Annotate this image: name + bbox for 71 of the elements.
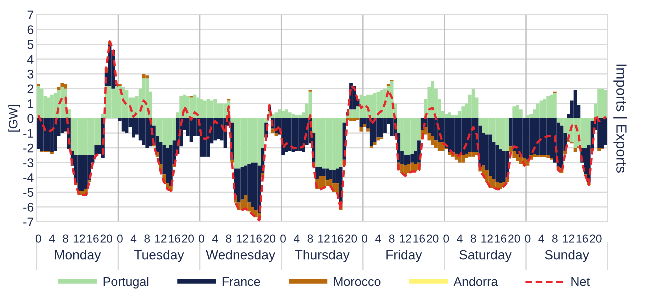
- legend-label: Portugal: [104, 277, 149, 289]
- x-tick-label: 16: [169, 234, 180, 243]
- x-tick-label: 4: [538, 234, 544, 243]
- y-tick-label: 7: [28, 10, 34, 20]
- x-tick-label: 8: [470, 234, 476, 243]
- x-tick-label: 0: [362, 234, 368, 243]
- x-tick-label: 16: [414, 234, 426, 243]
- text: Monday: [55, 250, 102, 262]
- x-tick-label: 0: [117, 234, 123, 243]
- x-tick-label: 20: [590, 234, 602, 243]
- x-tick-label: 8: [226, 234, 232, 243]
- text: Sunday: [545, 250, 590, 262]
- x-tick-label: 4: [376, 234, 382, 243]
- x-tick-label: 4: [49, 234, 56, 243]
- x-tick-label: 16: [250, 234, 262, 243]
- text: Wednesday: [206, 250, 276, 262]
- x-tick-label: 16: [495, 234, 507, 243]
- y-tick-label: -5: [24, 188, 34, 198]
- x-tick-label: 12: [563, 234, 575, 243]
- y-tick-label: -7: [24, 218, 34, 227]
- x-tick-label: 8: [389, 234, 395, 243]
- x-tick-label: 20: [346, 234, 358, 243]
- x-tick-label: 4: [130, 234, 137, 243]
- x-tick-label: 0: [36, 234, 42, 243]
- y-tick-label: 3: [28, 70, 34, 79]
- y-tick-label: 2: [28, 84, 34, 94]
- x-tick-label: 8: [552, 234, 558, 243]
- x-tick-label: 12: [237, 234, 248, 243]
- y-tick-label: 6: [28, 26, 34, 34]
- x-tick-label: 12: [156, 234, 167, 243]
- y-tick-label: 1: [28, 100, 34, 108]
- text: Friday: [386, 250, 422, 262]
- legend-label: Andorra: [454, 277, 498, 286]
- x-tick-label: 12: [74, 234, 86, 243]
- x-tick-label: 0: [444, 234, 450, 243]
- x-tick-label: 20: [427, 234, 439, 243]
- x-tick-label: 0: [199, 234, 204, 243]
- y-tick-label: -3: [24, 158, 34, 168]
- y2-axis-title: Imports | Exports: [614, 64, 628, 173]
- text: Saturday: [460, 250, 512, 262]
- x-tick-label: 4: [294, 234, 300, 243]
- x-tick-label: 0: [525, 234, 531, 243]
- y-tick-label: -2: [24, 144, 34, 153]
- y-tick-label: -6: [24, 203, 34, 212]
- x-tick-label: 16: [88, 234, 99, 243]
- x-tick-label: 0: [280, 234, 286, 243]
- x-tick-label: 4: [457, 234, 463, 243]
- x-tick-label: 4: [212, 234, 218, 243]
- x-tick-label: 20: [182, 234, 194, 243]
- x-tick-label: 8: [63, 234, 68, 243]
- x-tick-label: 8: [308, 234, 314, 243]
- x-tick-label: 12: [318, 234, 330, 243]
- legend-label: Morocco: [334, 278, 381, 286]
- legend-label: France: [222, 278, 260, 286]
- x-tick-label: 12: [400, 234, 412, 243]
- x-tick-label: 20: [508, 234, 520, 243]
- x-tick-label: 12: [482, 234, 493, 243]
- x-tick-label: 20: [100, 234, 112, 243]
- y-tick-label: -1: [24, 129, 34, 138]
- x-tick-label: 16: [576, 234, 588, 243]
- text: Thursday: [295, 250, 350, 262]
- text: Tuesday: [134, 250, 184, 262]
- y-tick-label: 5: [28, 40, 34, 50]
- y-tick-label: 4: [27, 55, 34, 64]
- y-tick-label: -4: [24, 174, 34, 182]
- x-tick-label: 8: [144, 234, 150, 243]
- y-tick-label: 0: [28, 114, 34, 124]
- y-axis-title: [GW]: [8, 105, 20, 132]
- x-tick-label: 20: [264, 234, 276, 243]
- legend-label: Net: [572, 278, 590, 286]
- x-tick-label: 16: [332, 234, 344, 243]
